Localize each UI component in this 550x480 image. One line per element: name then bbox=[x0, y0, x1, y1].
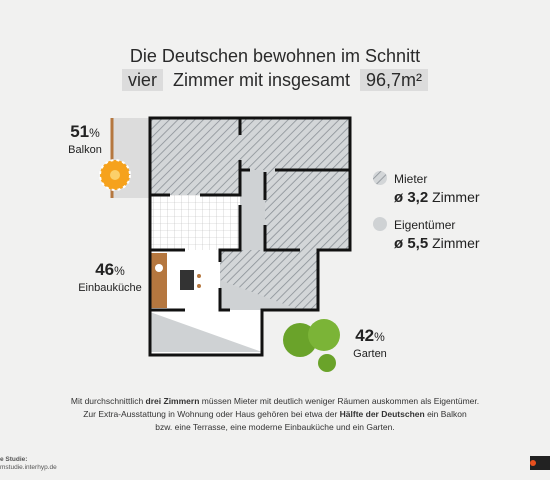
legend-item: Mieter ø 3,2 Zimmer bbox=[394, 172, 480, 206]
trees bbox=[283, 319, 340, 372]
text: mstudie.interhyp.de bbox=[0, 464, 57, 471]
sun bbox=[99, 159, 131, 191]
text: ø 5,5 bbox=[394, 235, 429, 252]
text: Einbauküche bbox=[78, 282, 142, 294]
text: Mit durchschnittlich bbox=[70, 396, 144, 406]
text: ø 3,2 bbox=[394, 189, 429, 206]
text: Die Deutschen bewohnen im Schnitt bbox=[129, 46, 421, 66]
text: drei Zimmern bbox=[145, 396, 200, 406]
stat: 46% Einbauküche bbox=[70, 260, 150, 294]
text: % bbox=[374, 330, 385, 344]
text: Zimmer bbox=[432, 235, 480, 251]
title: Die Deutschen bewohnen im Schnitt bbox=[0, 46, 550, 67]
text: Zimmer bbox=[432, 189, 480, 205]
text: 42 bbox=[355, 326, 375, 345]
text: 51 bbox=[70, 122, 90, 141]
text: % bbox=[89, 126, 100, 140]
text: Balkon bbox=[68, 144, 102, 156]
description: Mit durchschnittlich drei Zimmern müssen… bbox=[0, 395, 550, 434]
stat: 42% Garten bbox=[340, 326, 400, 360]
text: Garten bbox=[353, 348, 387, 360]
text: 96,7m² bbox=[360, 69, 429, 91]
text: 46 bbox=[95, 260, 115, 279]
text: vier bbox=[121, 69, 163, 91]
text: Zur Extra-Ausstattung in Wohnung oder Ha… bbox=[83, 409, 338, 419]
legend-swatch bbox=[373, 171, 387, 185]
legend-swatch bbox=[373, 217, 387, 231]
title: vier Zimmer mit insgesamt 96,7m² bbox=[0, 69, 550, 91]
stat: 51% Balkon bbox=[55, 122, 115, 156]
text: Zimmer mit insgesamt bbox=[172, 70, 350, 90]
legend-item: Eigentümer ø 5,5 Zimmer bbox=[394, 218, 480, 252]
text: Mieter bbox=[394, 172, 428, 186]
source: e Studie: mstudie.interhyp.de bbox=[0, 456, 57, 472]
text: Eigentümer bbox=[394, 218, 456, 232]
text: bzw. eine Terrasse, eine moderne Einbauk… bbox=[155, 422, 395, 432]
text: ein Balkon bbox=[427, 409, 467, 419]
text: e Studie: bbox=[0, 456, 28, 463]
text: Hälfte der Deutschen bbox=[339, 409, 425, 419]
text: müssen Mieter mit deutlich weniger Räume… bbox=[201, 396, 480, 406]
text: % bbox=[114, 264, 125, 278]
